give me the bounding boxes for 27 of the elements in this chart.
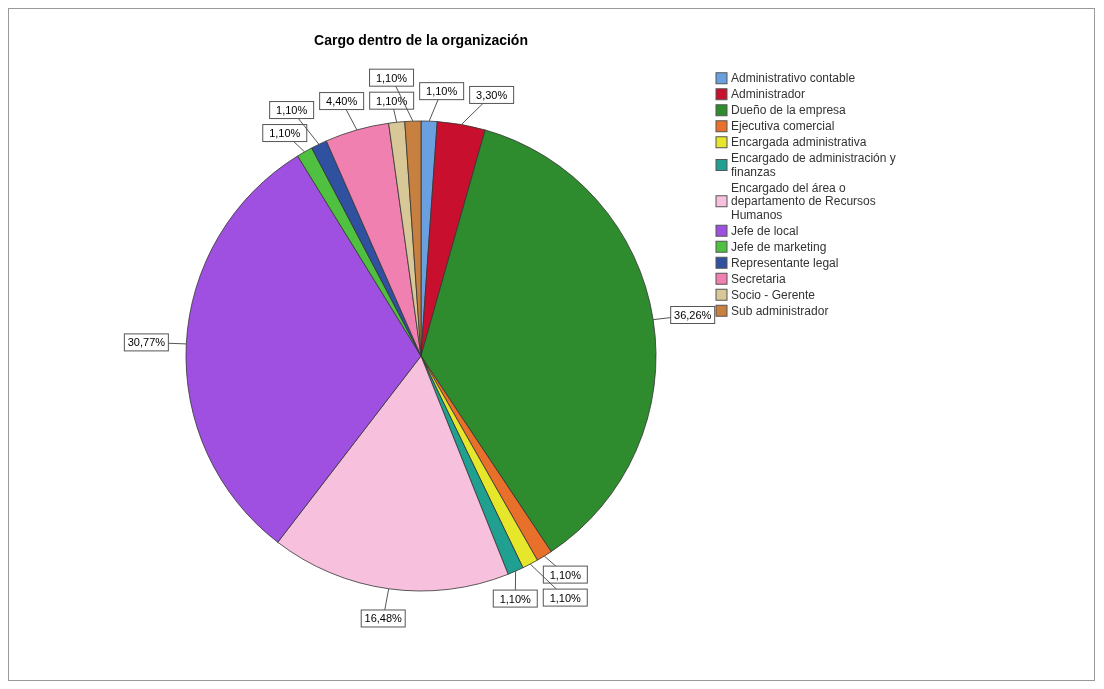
- data-label: 4,40%: [326, 95, 358, 108]
- data-label: 1,10%: [269, 127, 301, 140]
- legend-label: Socio - Gerente: [731, 287, 816, 302]
- data-label: 1,10%: [426, 85, 458, 98]
- legend-label: Secretaria: [731, 271, 787, 286]
- legend-label: Representante legal: [731, 255, 839, 270]
- legend-label: Administrador: [731, 87, 806, 101]
- legend-label: Dueño de la empresa: [731, 103, 847, 117]
- data-label: 36,26%: [674, 309, 712, 321]
- data-label: 1,10%: [376, 94, 408, 107]
- data-label: 30,77%: [127, 336, 166, 349]
- data-label: 16,48%: [364, 612, 403, 625]
- legend-label: Encargado de administración y finanzas: [731, 151, 896, 179]
- legend-label: Jefe de marketing: [731, 239, 827, 254]
- data-label: 1,10%: [499, 592, 532, 605]
- legend-label: Sub administrador: [731, 303, 829, 318]
- legend-label: Encargada administrativa: [731, 135, 867, 149]
- legend-label: Encargado del área o departamento de Recursos Humanos: [731, 180, 876, 222]
- legend-label: Ejecutiva comercial: [731, 119, 835, 133]
- data-label: 3,30%: [476, 88, 508, 101]
- data-label: 1,10%: [375, 71, 408, 84]
- legend-label: Jefe de local: [731, 223, 799, 238]
- legend-label: Administrativo contable: [731, 71, 856, 85]
- data-label: 1,10%: [549, 591, 582, 604]
- data-label: 1,10%: [549, 568, 582, 581]
- chart-title: Cargo dentro de la organización: [314, 32, 528, 48]
- data-label: 1,10%: [276, 104, 308, 117]
